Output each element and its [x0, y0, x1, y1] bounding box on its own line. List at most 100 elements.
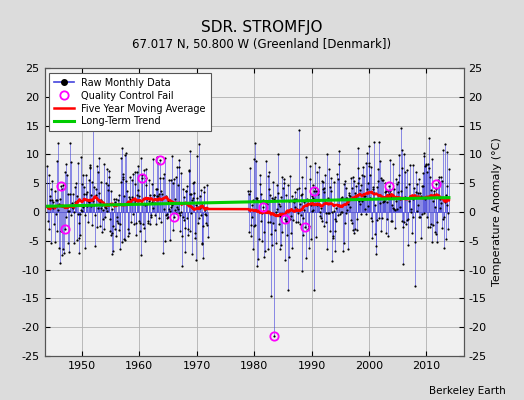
Point: [71, 199, 79, 206]
Point: [313, 191, 322, 197]
Point: [134, 162, 142, 169]
Point: [80, 191, 88, 197]
Point: [189, 195, 198, 202]
Point: [198, 241, 206, 247]
Point: [410, 185, 418, 192]
Point: [88, 222, 96, 228]
Point: [149, 156, 157, 162]
Point: [153, 154, 161, 160]
Point: [163, 210, 171, 217]
Point: [346, 193, 354, 199]
Point: [394, 189, 402, 195]
Point: [108, 206, 117, 212]
Point: [62, 214, 70, 220]
Point: [137, 155, 145, 161]
Point: [439, 147, 447, 153]
Point: [190, 179, 199, 185]
Point: [266, 219, 275, 226]
Point: [148, 205, 157, 212]
Point: [429, 190, 438, 197]
Point: [283, 182, 292, 188]
Point: [251, 140, 259, 146]
Point: [106, 232, 115, 238]
Point: [317, 215, 325, 221]
Point: [114, 220, 122, 227]
Point: [93, 224, 101, 230]
Point: [137, 171, 146, 178]
Point: [96, 205, 105, 212]
Point: [76, 211, 84, 218]
Point: [97, 178, 106, 185]
Point: [290, 199, 298, 205]
Point: [132, 232, 140, 238]
Point: [180, 217, 188, 223]
Point: [320, 223, 328, 229]
Point: [326, 184, 334, 190]
Point: [118, 238, 126, 245]
Point: [339, 196, 347, 202]
Point: [154, 193, 162, 199]
Point: [181, 225, 189, 232]
Point: [408, 162, 417, 168]
Point: [340, 181, 348, 188]
Point: [298, 268, 307, 274]
Point: [157, 219, 166, 225]
Point: [54, 200, 63, 207]
Point: [82, 190, 90, 197]
Point: [48, 178, 56, 184]
Point: [296, 201, 304, 208]
Point: [142, 182, 150, 189]
Point: [184, 168, 193, 174]
Point: [350, 178, 358, 184]
Point: [342, 195, 350, 201]
Point: [151, 200, 159, 206]
Point: [247, 222, 256, 228]
Point: [422, 162, 431, 168]
Point: [399, 223, 408, 230]
Point: [345, 192, 353, 198]
Point: [287, 206, 295, 213]
Point: [112, 196, 120, 202]
Point: [265, 169, 274, 175]
Point: [113, 218, 121, 224]
Point: [57, 183, 65, 189]
Point: [384, 188, 392, 194]
Point: [176, 212, 184, 218]
Point: [407, 206, 415, 212]
Point: [292, 186, 301, 192]
Point: [90, 184, 98, 190]
Point: [174, 206, 182, 213]
Point: [117, 155, 125, 161]
Point: [304, 244, 313, 251]
Point: [159, 206, 168, 212]
Point: [407, 230, 416, 237]
Point: [185, 190, 194, 197]
Point: [296, 220, 304, 227]
Point: [263, 208, 271, 214]
Point: [336, 210, 344, 217]
Point: [74, 211, 82, 218]
Point: [250, 156, 258, 162]
Point: [425, 174, 434, 180]
Point: [125, 194, 134, 200]
Point: [158, 195, 167, 202]
Point: [78, 181, 86, 188]
Point: [246, 188, 254, 194]
Point: [72, 236, 81, 243]
Point: [115, 192, 123, 198]
Point: [283, 232, 291, 238]
Point: [85, 162, 94, 169]
Point: [129, 221, 138, 227]
Point: [103, 166, 112, 173]
Point: [195, 214, 203, 221]
Point: [255, 236, 264, 242]
Point: [381, 229, 390, 236]
Point: [431, 204, 439, 210]
Point: [345, 190, 354, 197]
Point: [298, 174, 306, 180]
Point: [331, 228, 340, 234]
Point: [322, 219, 330, 226]
Point: [47, 240, 55, 246]
Point: [285, 198, 293, 204]
Point: [290, 196, 299, 202]
